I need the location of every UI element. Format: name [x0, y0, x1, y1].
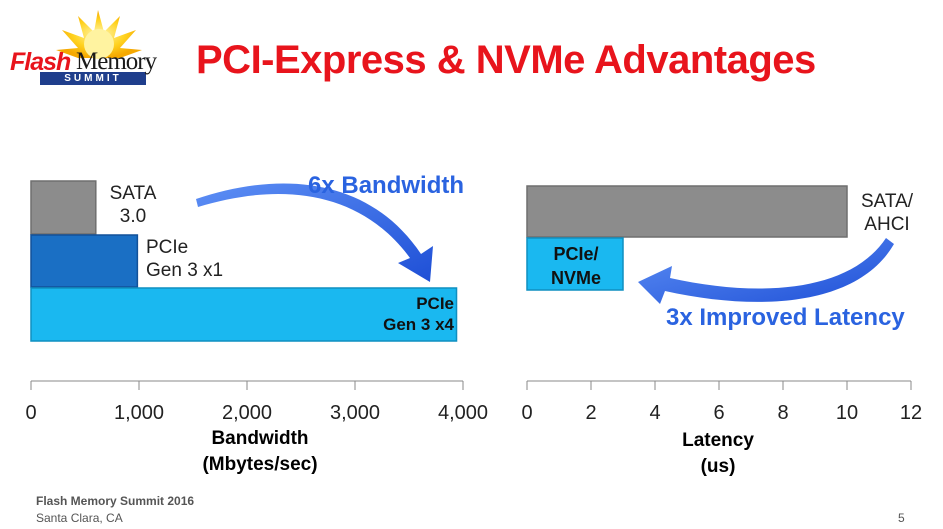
- bar-pcie-gen-3-x1: [30, 234, 139, 288]
- bar-label-pcie-x1: PCIe Gen 3 x1: [146, 236, 223, 282]
- x-tick-label: 0: [521, 402, 532, 424]
- x-tick-label: 12: [900, 402, 922, 424]
- x-tick-label: 1,000: [114, 402, 164, 424]
- latency-improvement-arrow: [638, 238, 894, 304]
- footer-event: Flash Memory Summit 2016: [36, 494, 195, 508]
- logo-starburst-icon: [40, 10, 146, 85]
- bar-label-pcie-x4-line2: Gen 3 x4: [383, 315, 454, 334]
- bandwidth-callout: 6x Bandwidth: [308, 172, 465, 199]
- x-tick-label: 3,000: [330, 402, 380, 424]
- latency-axis-title-line1: Latency: [682, 430, 754, 451]
- bar-label-pcie-nvme: PCIe/ NVMe: [536, 242, 616, 290]
- bar-label-sata: SATA 3.0: [104, 182, 162, 228]
- bar-pcie-gen-3-x4: [30, 287, 458, 342]
- x-tick-label: 0: [25, 402, 36, 424]
- bandwidth-axis-title-line2: (Mbytes/sec): [202, 454, 318, 475]
- footer-location: Santa Clara, CA: [36, 511, 123, 525]
- logo-flash-text: Flash: [10, 48, 71, 76]
- x-tick-label: 4,000: [438, 402, 488, 424]
- bar-label-pcie-nvme-line2: NVMe: [550, 268, 601, 288]
- page-number: 5: [898, 511, 905, 525]
- latency-chart: 0 2 4 6 8 10 12: [521, 185, 922, 424]
- bar-label-sata-line2: 3.0: [119, 206, 147, 227]
- x-tick-label: 4: [649, 402, 660, 424]
- bar-sata-3-0: [30, 180, 97, 235]
- bar-label-pcie-x4-line1: PCIe: [416, 294, 454, 313]
- bandwidth-axis-title: Bandwidth (Mbytes/sec): [160, 426, 360, 478]
- logo-summit-text: SUMMIT: [64, 73, 122, 84]
- page-title: PCI-Express & NVMe Advantages: [196, 38, 816, 82]
- flash-memory-summit-logo: Flash Memory SUMMIT: [8, 10, 178, 95]
- bar-label-sata-ahci-line2: AHCI: [864, 214, 910, 235]
- x-tick-label: 10: [836, 402, 858, 424]
- x-tick-label: 2,000: [222, 402, 272, 424]
- x-tick-label: 6: [713, 402, 724, 424]
- bar-pcie-nvme: [526, 237, 624, 291]
- bandwidth-axis-title-line1: Bandwidth: [211, 428, 309, 449]
- bar-label-pcie-x4: PCIe Gen 3 x4: [352, 293, 454, 335]
- bar-label-sata-ahci-line1: SATA/: [860, 191, 914, 212]
- bandwidth-chart: 0 1,000 2,000 3,000 4,000: [25, 180, 488, 424]
- logo-memory-text: Memory: [76, 48, 157, 75]
- latency-axis-title: Latency (us): [638, 428, 798, 480]
- bar-label-sata-line1: SATA: [109, 183, 157, 204]
- latency-callout: 3x Improved Latency: [666, 304, 905, 331]
- latency-axis-title-line2: (us): [700, 456, 736, 477]
- bar-label-pcie-nvme-line1: PCIe/: [553, 244, 599, 264]
- x-tick-label: 2: [585, 402, 596, 424]
- bar-label-pcie-x1-line1: PCIe: [146, 237, 189, 258]
- x-tick-label: 8: [777, 402, 788, 424]
- bar-label-pcie-x1-line2: Gen 3 x1: [146, 260, 224, 281]
- bar-sata-ahci: [526, 185, 848, 238]
- bar-label-sata-ahci: SATA/ AHCI: [852, 190, 922, 236]
- bandwidth-improvement-arrow: [196, 183, 433, 282]
